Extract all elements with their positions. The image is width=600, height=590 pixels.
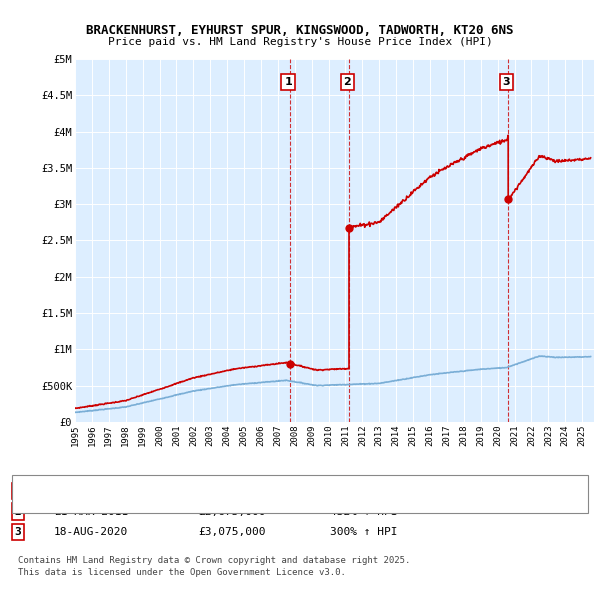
- Text: 57% ↑ HPI: 57% ↑ HPI: [330, 486, 391, 496]
- Text: BRACKENHURST, EYHURST SPUR, KINGSWOOD, TADWORTH, KT20 6NS: BRACKENHURST, EYHURST SPUR, KINGSWOOD, T…: [86, 24, 514, 37]
- Text: ——: ——: [24, 479, 39, 492]
- Text: Price paid vs. HM Land Registry's House Price Index (HPI): Price paid vs. HM Land Registry's House …: [107, 37, 493, 47]
- Text: HPI: Average price, detached house, Reigate and Banstead: HPI: Average price, detached house, Reig…: [60, 499, 389, 508]
- Text: 3: 3: [14, 527, 22, 537]
- Text: 14-SEP-2007: 14-SEP-2007: [54, 486, 128, 496]
- Text: 1: 1: [14, 486, 22, 496]
- Text: ——: ——: [24, 497, 39, 510]
- Text: 18-AUG-2020: 18-AUG-2020: [54, 527, 128, 537]
- Text: £3,075,000: £3,075,000: [198, 527, 265, 537]
- Text: £800,000: £800,000: [198, 486, 252, 496]
- Text: This data is licensed under the Open Government Licence v3.0.: This data is licensed under the Open Gov…: [18, 568, 346, 577]
- Text: 2: 2: [343, 77, 351, 87]
- Text: 21-MAR-2011: 21-MAR-2011: [54, 507, 128, 516]
- Text: Contains HM Land Registry data © Crown copyright and database right 2025.: Contains HM Land Registry data © Crown c…: [18, 556, 410, 565]
- Text: 3: 3: [503, 77, 511, 87]
- Text: £2,675,000: £2,675,000: [198, 507, 265, 516]
- Text: 432% ↑ HPI: 432% ↑ HPI: [330, 507, 398, 516]
- Text: 1: 1: [284, 77, 292, 87]
- Text: 2: 2: [14, 507, 22, 516]
- Text: 300% ↑ HPI: 300% ↑ HPI: [330, 527, 398, 537]
- Text: BRACKENHURST, EYHURST SPUR, KINGSWOOD, TADWORTH, KT20 6NS (detached house): BRACKENHURST, EYHURST SPUR, KINGSWOOD, T…: [60, 481, 495, 490]
